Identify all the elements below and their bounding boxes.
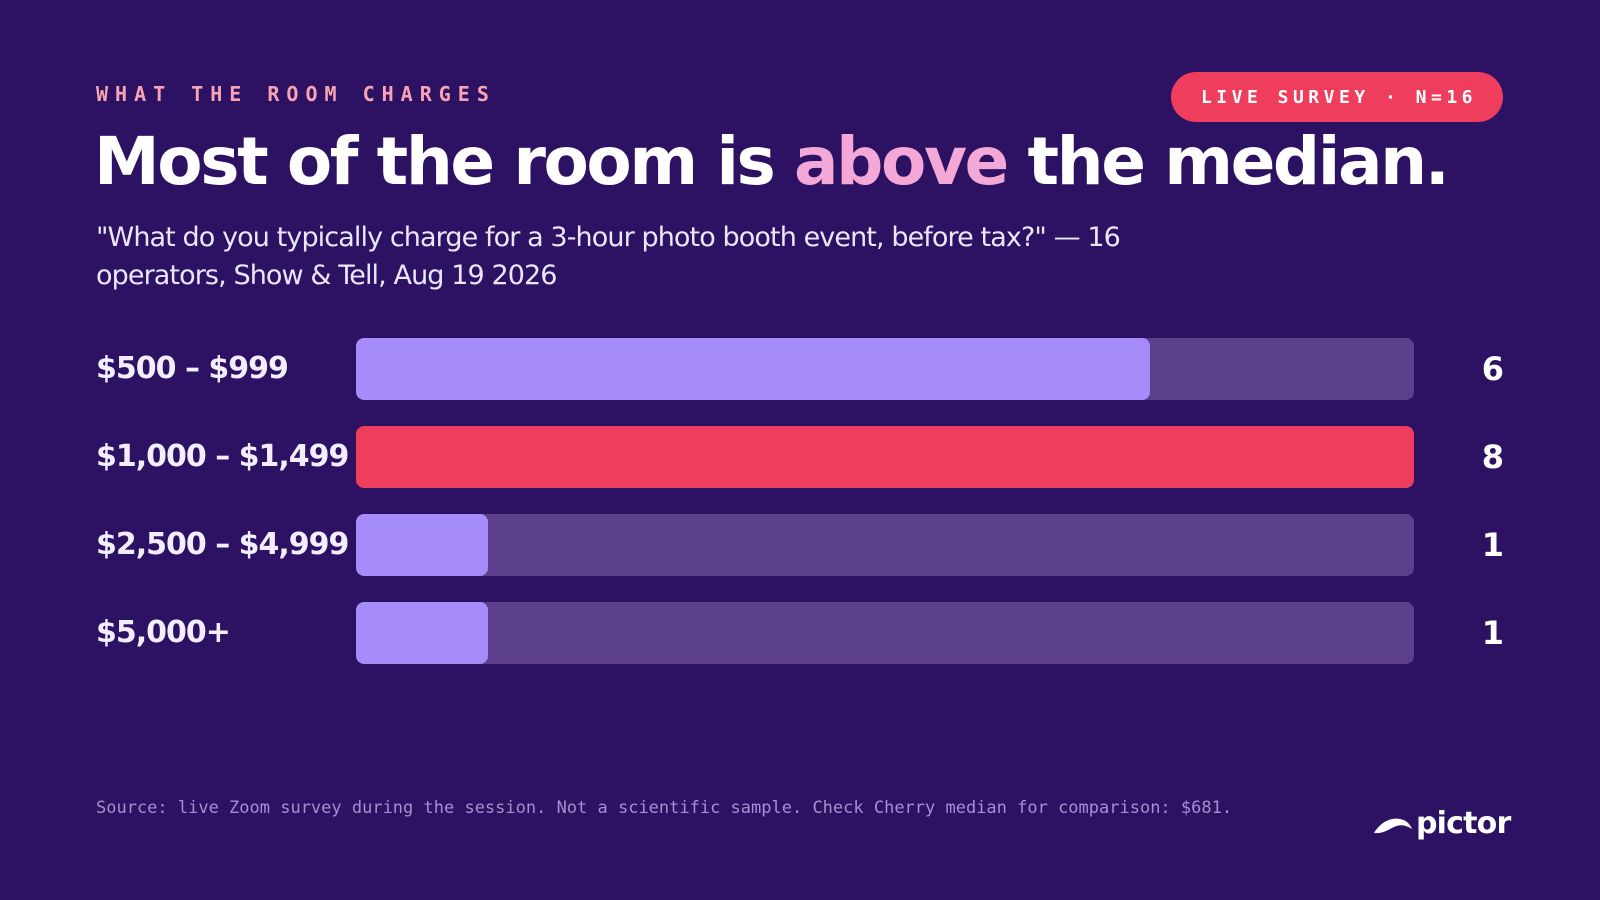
bar-track [356,514,1414,576]
headline-accent: above [794,123,1009,200]
bar-value-label: 1 [1481,526,1504,564]
category-label: $5,000+ [96,615,231,650]
source-footnote: Source: live Zoom survey during the sess… [96,798,1233,818]
live-survey-badge: LIVE SURVEY · N=16 [1171,72,1503,122]
pictor-logo-text: pictor [1416,806,1511,841]
category-label: $1,000 – $1,499 [96,439,349,474]
bar-track [356,338,1414,400]
bar-value-label: 1 [1481,614,1504,652]
subtitle: "What do you typically charge for a 3-ho… [96,222,1121,291]
headline: Most of the room is above the median. [94,122,1450,202]
bar [356,602,489,664]
bar-track [356,426,1414,488]
bar [356,426,1414,488]
bar [356,338,1150,400]
headline-start: Most of the room is [94,123,795,200]
bar-value-label: 8 [1481,438,1504,476]
pictor-logo: pictor [1372,806,1511,842]
pictor-logo-icon [1374,818,1412,834]
category-label: $500 – $999 [96,351,289,386]
category-label: $2,500 – $4,999 [96,527,349,562]
eyebrow-label: WHAT THE ROOM CHARGES [96,82,496,106]
bar [356,514,489,576]
bar-track [356,602,1414,664]
headline-end: the median. [1006,123,1450,200]
bar-value-label: 6 [1481,350,1504,388]
